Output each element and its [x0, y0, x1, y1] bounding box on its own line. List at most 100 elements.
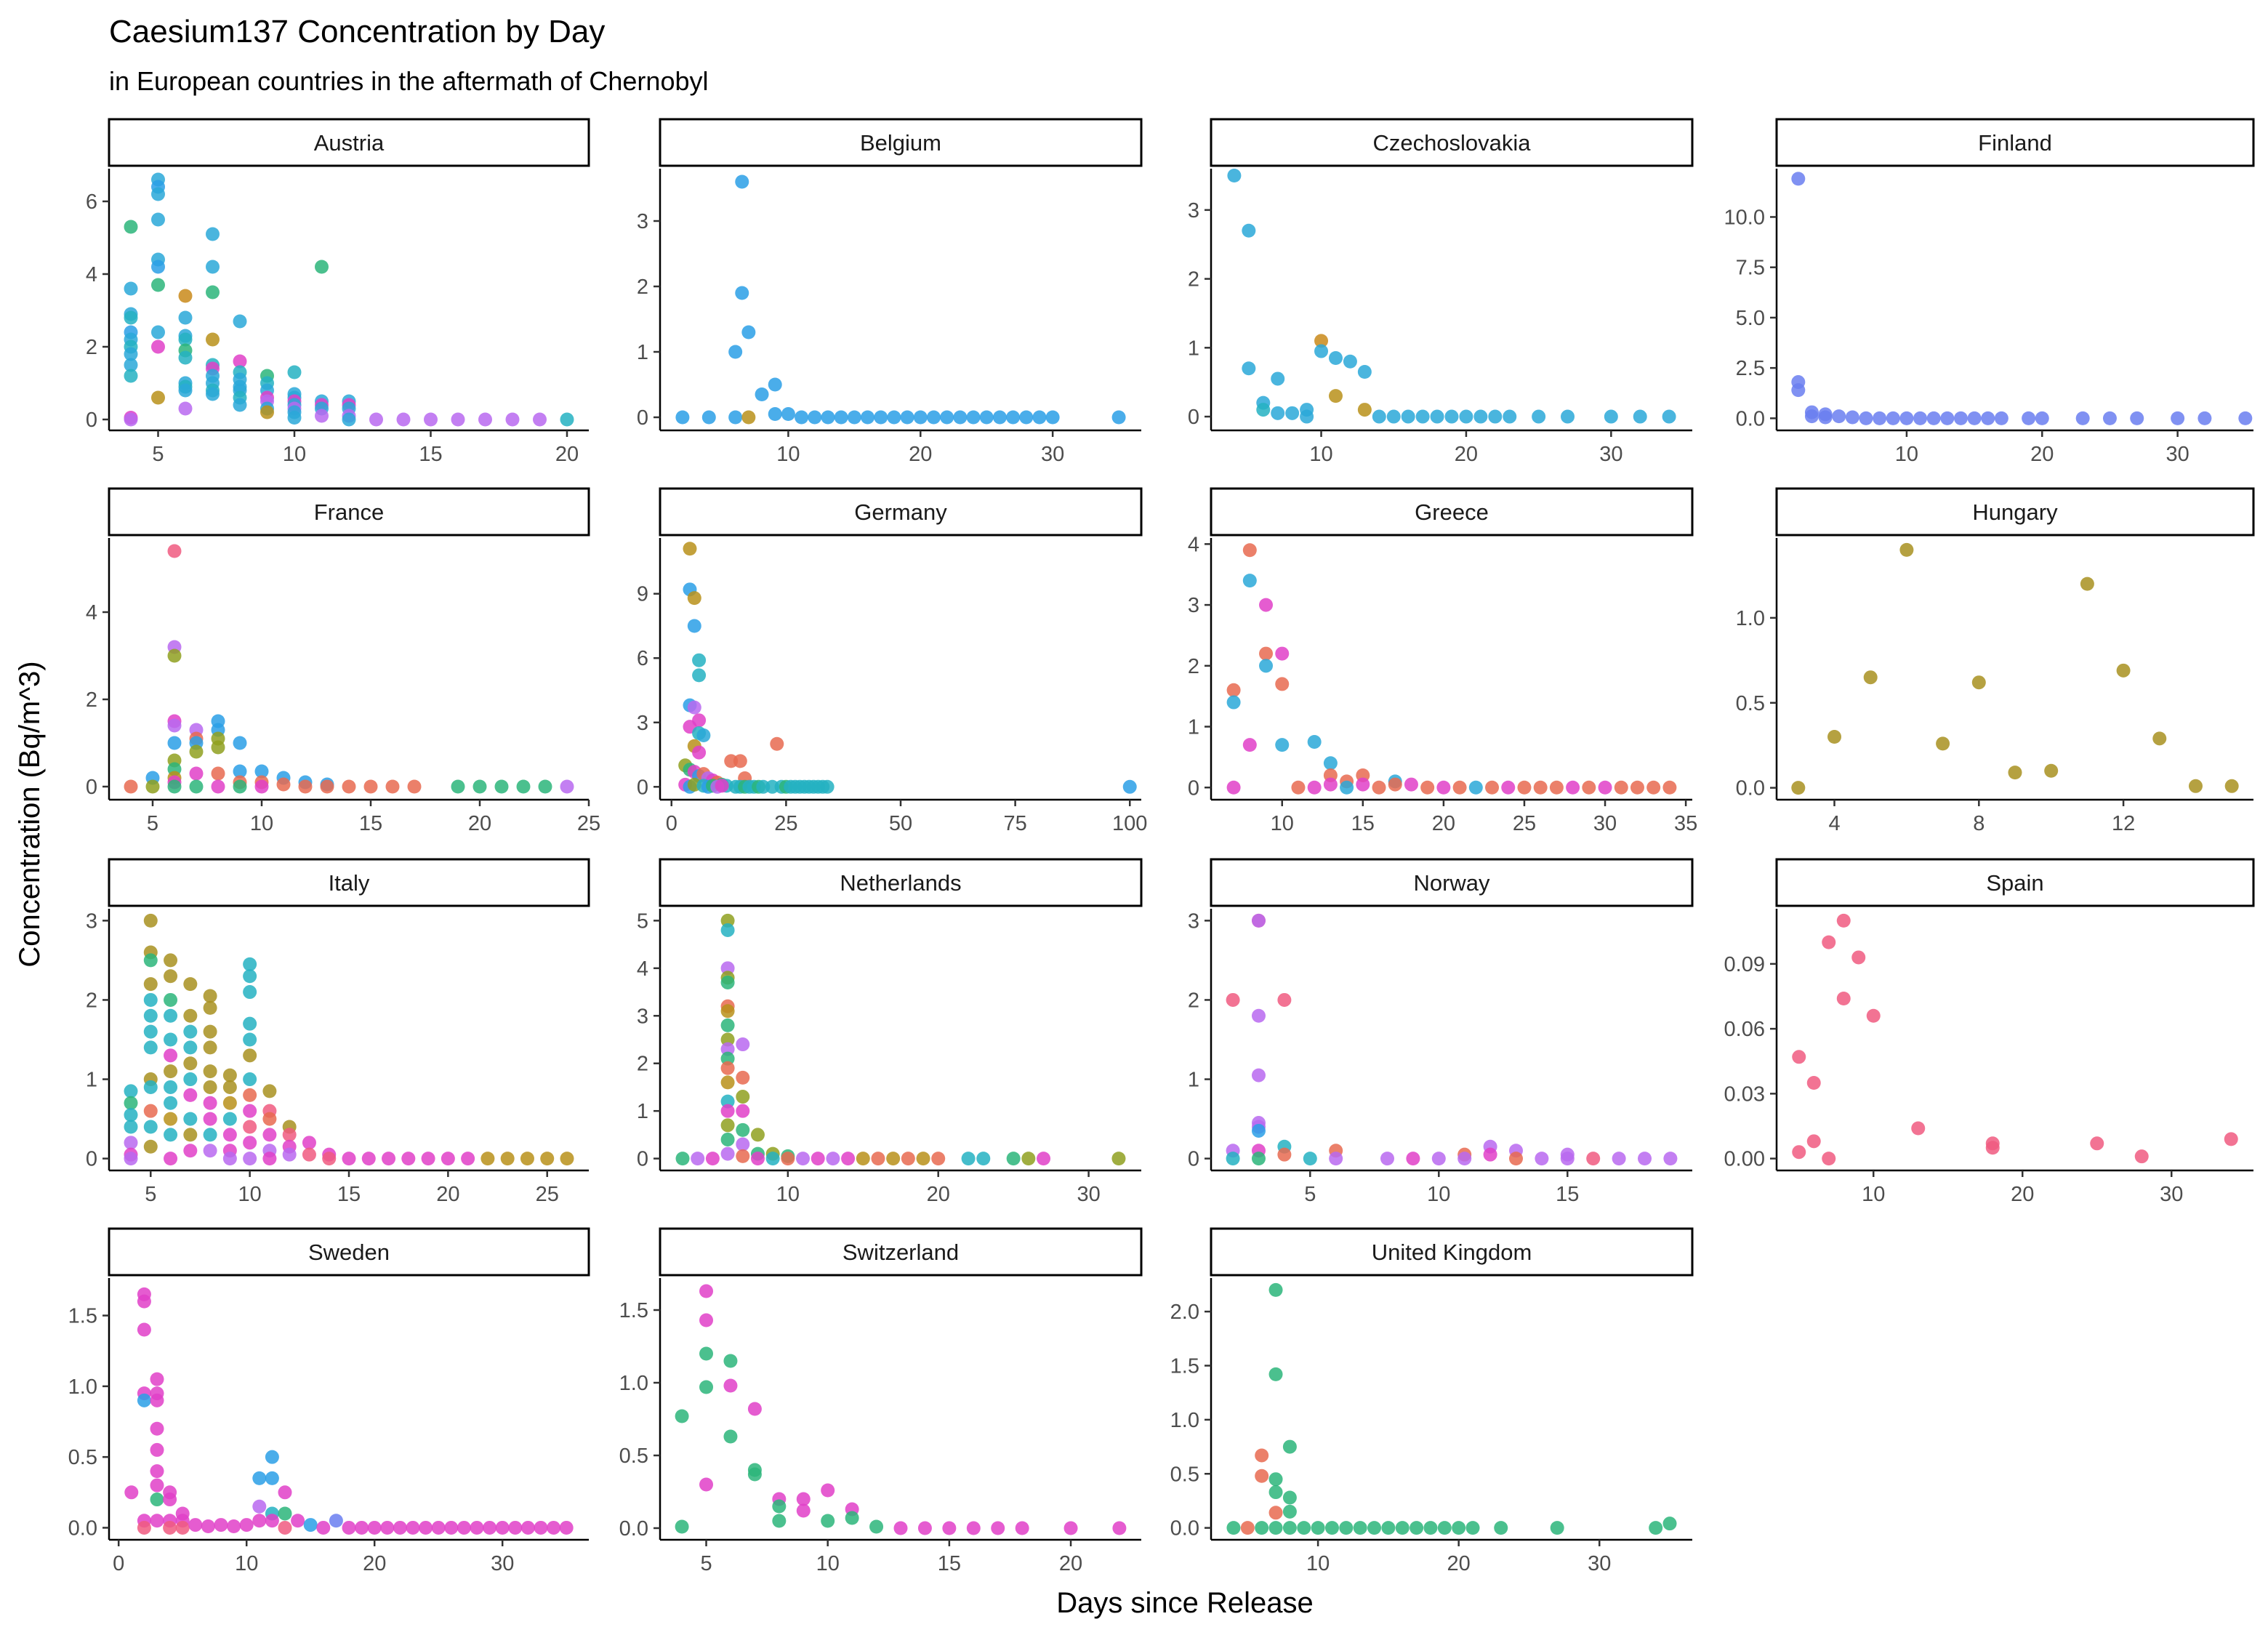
data-point: [1560, 1152, 1575, 1166]
y-tick-label: 0.0: [68, 1517, 97, 1540]
data-point: [303, 1518, 318, 1532]
data-point: [1275, 646, 1290, 661]
data-point: [150, 1514, 164, 1528]
data-point: [1226, 1152, 1240, 1166]
y-tick-label: 3: [1188, 199, 1199, 222]
y-tick-label: 2: [86, 336, 97, 359]
data-point: [916, 1152, 930, 1166]
data-point: [887, 410, 901, 425]
data-point: [1291, 780, 1306, 795]
strip-label-czechoslovakia: Czechoslovakia: [1372, 130, 1531, 156]
data-point: [183, 1144, 198, 1158]
data-point: [699, 1477, 714, 1492]
data-point: [151, 390, 165, 405]
data-point: [1251, 1152, 1266, 1166]
data-point: [287, 365, 302, 379]
data-point: [143, 992, 158, 1007]
data-point: [1913, 411, 1928, 425]
data-point: [992, 410, 1007, 425]
data-point: [747, 1467, 762, 1482]
data-point: [1501, 780, 1516, 795]
data-point: [796, 1503, 811, 1518]
data-point: [1485, 780, 1500, 795]
strip-austria: [108, 118, 590, 167]
data-point: [747, 1402, 762, 1416]
data-point: [189, 779, 204, 794]
y-tick-label: 0: [637, 1148, 648, 1171]
data-point: [1886, 411, 1900, 425]
data-point: [1356, 777, 1370, 792]
x-tick-label: 20: [1432, 812, 1455, 835]
data-point: [203, 1128, 217, 1142]
data-point: [1899, 542, 1914, 557]
data-point: [720, 1042, 735, 1056]
data-point: [2152, 731, 2167, 746]
data-point: [691, 1152, 705, 1166]
data-point: [1444, 409, 1459, 424]
data-point: [736, 1090, 750, 1104]
data-point: [124, 1084, 138, 1098]
data-point: [143, 977, 158, 992]
x-tick-label: 8: [1973, 812, 1984, 835]
data-point: [2022, 411, 2036, 425]
data-point: [1300, 409, 1314, 424]
data-point: [720, 1118, 735, 1133]
data-point: [178, 383, 193, 398]
data-point: [183, 1072, 198, 1087]
data-point: [2224, 779, 2239, 793]
x-tick-label: 10: [1271, 812, 1294, 835]
data-point: [1328, 389, 1343, 403]
data-point: [692, 668, 707, 683]
data-point: [167, 736, 182, 750]
y-tick-label: 5: [637, 909, 648, 933]
data-point: [1015, 1521, 1029, 1535]
data-point: [1985, 1141, 2000, 1155]
y-tick-label: 2.5: [1736, 357, 1765, 380]
y-tick-label: 1.5: [68, 1305, 97, 1328]
data-point: [808, 410, 822, 425]
panel-switzerland: Switzerland 0.0 0.5 1.0 1.5 5 10 15 20: [619, 1227, 1143, 1575]
data-point: [164, 1128, 178, 1142]
data-point: [781, 407, 795, 421]
data-point: [1866, 1008, 1881, 1023]
y-tick-label: 0.00: [1724, 1148, 1765, 1171]
data-point: [342, 1152, 356, 1166]
x-tick-label: 10: [238, 1183, 262, 1206]
data-point: [1045, 410, 1060, 425]
data-point: [1662, 409, 1676, 424]
data-point: [770, 736, 784, 751]
data-point: [2134, 1149, 2149, 1164]
x-tick-label: 25: [577, 812, 600, 835]
data-point: [1582, 780, 1596, 795]
data-point: [675, 410, 690, 425]
data-point: [966, 410, 981, 425]
data-point: [222, 1112, 237, 1126]
chart-subtitle: in European countries in the aftermath o…: [109, 66, 708, 96]
strip-hungary: [1775, 487, 2255, 537]
data-point: [2090, 1136, 2104, 1151]
x-tick-label: 10: [1309, 443, 1332, 466]
data-point: [1242, 223, 1256, 238]
y-tick-label: 0.03: [1724, 1082, 1765, 1106]
x-tick-label: 100: [1112, 812, 1147, 835]
data-point: [1386, 409, 1401, 424]
data-point: [1268, 1506, 1283, 1520]
y-tick-label: 2: [1188, 989, 1199, 1012]
data-point: [534, 1520, 548, 1535]
data-point: [178, 289, 193, 303]
data-point: [953, 410, 968, 425]
data-point: [1633, 409, 1647, 424]
data-point: [821, 410, 835, 425]
data-point: [254, 779, 269, 794]
data-point: [167, 544, 182, 558]
data-point: [1845, 410, 1859, 425]
data-point: [1282, 1504, 1297, 1519]
data-point: [735, 174, 749, 189]
x-tick-label: 35: [1674, 812, 1697, 835]
data-point: [183, 1008, 198, 1023]
data-point: [164, 1112, 178, 1126]
y-tick-label: 0: [1188, 406, 1199, 429]
data-point: [736, 1104, 750, 1118]
data-point: [203, 1040, 217, 1055]
